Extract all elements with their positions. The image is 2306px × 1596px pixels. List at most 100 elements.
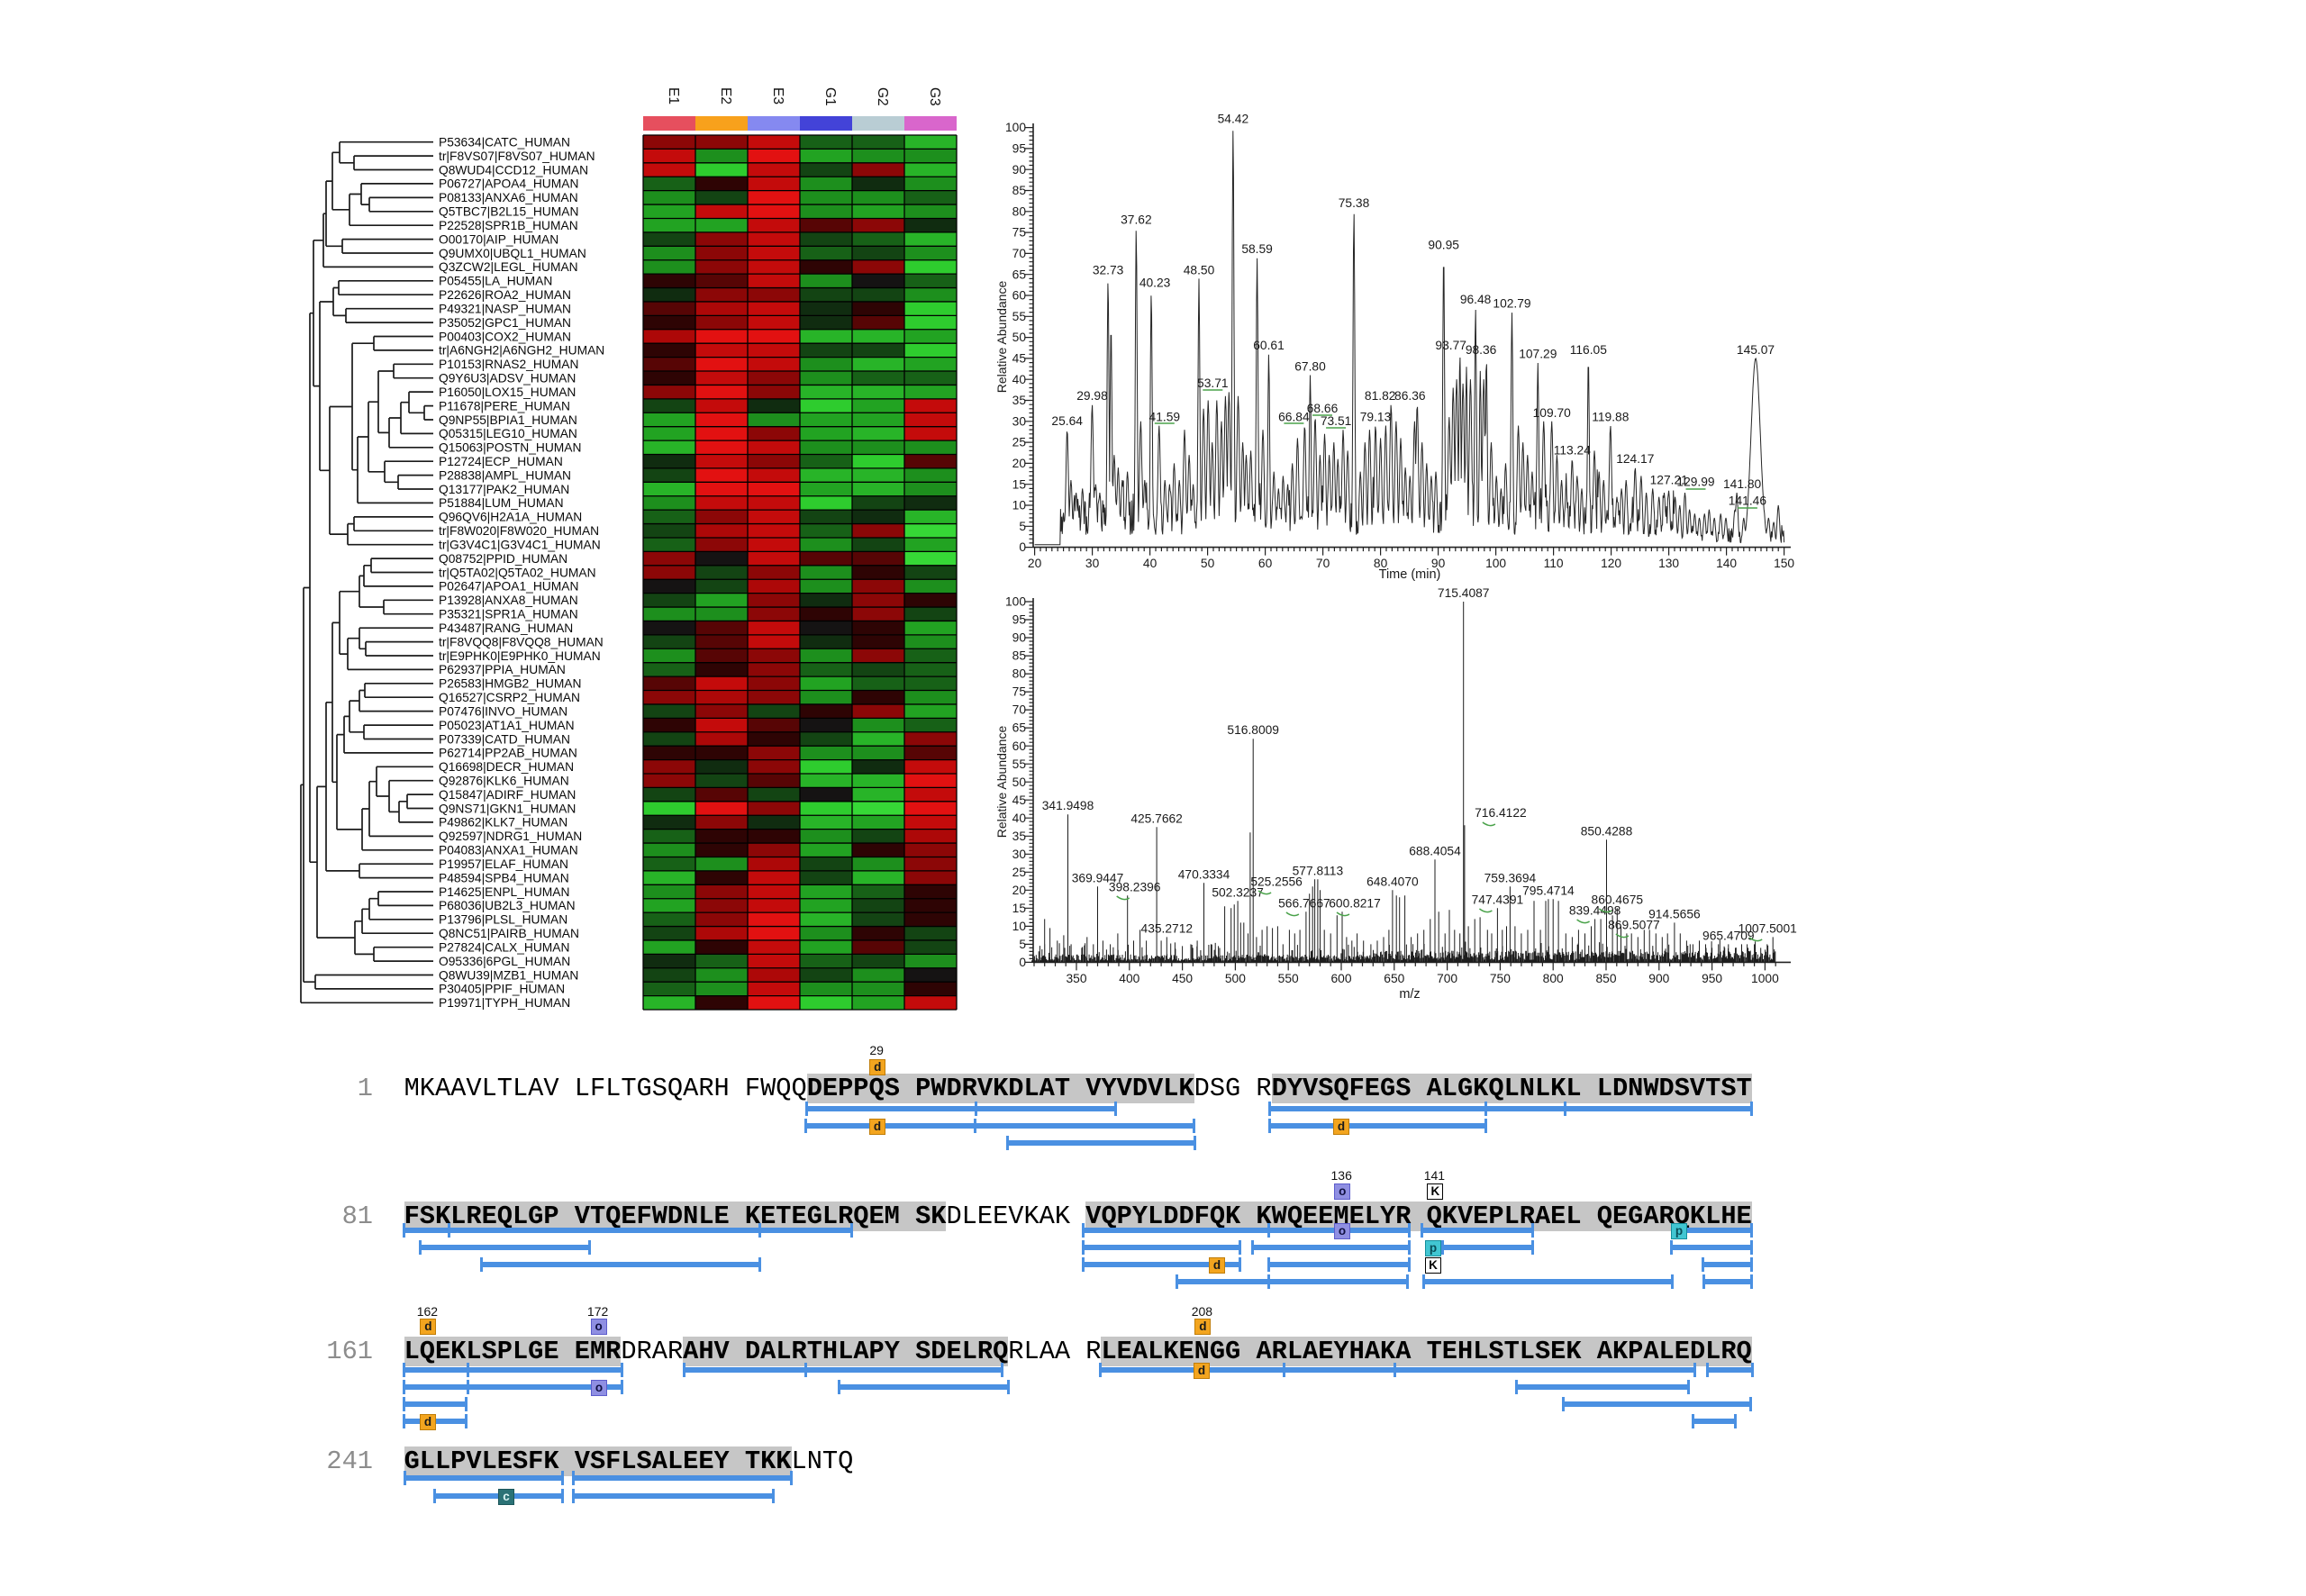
svg-text:550: 550 [1278, 972, 1299, 985]
svg-text:P53634|CATC_HUMAN: P53634|CATC_HUMAN [439, 136, 570, 150]
svg-text:577.8113: 577.8113 [1293, 864, 1344, 877]
svg-text:20: 20 [1012, 457, 1027, 470]
svg-text:715.4087: 715.4087 [1438, 586, 1490, 600]
svg-text:747.4391: 747.4391 [1472, 893, 1524, 906]
svg-text:P68036|UB2L3_HUMAN: P68036|UB2L3_HUMAN [439, 899, 576, 912]
svg-text:75.38: 75.38 [1339, 196, 1370, 210]
svg-text:93.77: 93.77 [1435, 339, 1466, 352]
svg-text:tr|G3V4C1|G3V4C1_HUMAN: tr|G3V4C1|G3V4C1_HUMAN [439, 539, 601, 552]
svg-text:759.3694: 759.3694 [1484, 871, 1537, 884]
svg-text:20: 20 [1028, 557, 1042, 570]
svg-text:525.2556: 525.2556 [1250, 875, 1303, 888]
svg-text:688.4054: 688.4054 [1409, 844, 1461, 857]
svg-text:Q8WUD4|CCD12_HUMAN: Q8WUD4|CCD12_HUMAN [439, 163, 588, 177]
svg-text:65: 65 [1012, 268, 1027, 281]
svg-text:Q9NS71|GKN1_HUMAN: Q9NS71|GKN1_HUMAN [439, 802, 576, 815]
svg-text:35: 35 [1012, 830, 1027, 843]
svg-text:100: 100 [1485, 557, 1506, 570]
svg-text:914.5656: 914.5656 [1648, 907, 1701, 920]
svg-text:P62937|PPIA_HUMAN: P62937|PPIA_HUMAN [439, 663, 566, 676]
svg-text:95: 95 [1012, 613, 1027, 627]
svg-text:850: 850 [1595, 972, 1616, 985]
svg-text:124.17: 124.17 [1616, 452, 1654, 466]
svg-text:30: 30 [1012, 848, 1027, 861]
svg-text:P13796|PLSL_HUMAN: P13796|PLSL_HUMAN [439, 913, 567, 927]
svg-text:G2: G2 [875, 87, 890, 106]
svg-text:68.66: 68.66 [1307, 402, 1339, 415]
svg-text:650: 650 [1384, 972, 1404, 985]
svg-text:P43487|RANG_HUMAN: P43487|RANG_HUMAN [439, 621, 573, 635]
svg-text:500: 500 [1225, 972, 1246, 985]
svg-text:41.59: 41.59 [1149, 411, 1181, 424]
svg-text:G3: G3 [927, 87, 942, 106]
svg-text:P04083|ANXA1_HUMAN: P04083|ANXA1_HUMAN [439, 844, 578, 857]
svg-text:341.9498: 341.9498 [1042, 799, 1094, 812]
svg-text:839.4498: 839.4498 [1569, 903, 1621, 917]
svg-text:45: 45 [1012, 793, 1027, 807]
svg-text:P07476|INVO_HUMAN: P07476|INVO_HUMAN [439, 704, 567, 718]
svg-text:tr|F8VS07|F8VS07_HUMAN: tr|F8VS07|F8VS07_HUMAN [439, 150, 595, 163]
svg-text:Q8NC51|PAIRB_HUMAN: Q8NC51|PAIRB_HUMAN [439, 927, 579, 940]
svg-text:85: 85 [1012, 649, 1027, 663]
svg-text:470.3334: 470.3334 [1178, 867, 1230, 881]
svg-text:398.2396: 398.2396 [1109, 880, 1161, 893]
svg-text:95: 95 [1012, 142, 1027, 156]
svg-text:700: 700 [1437, 972, 1457, 985]
svg-text:37.62: 37.62 [1121, 213, 1152, 226]
svg-text:90: 90 [1012, 631, 1027, 645]
svg-text:E2: E2 [718, 87, 733, 104]
svg-text:150: 150 [1774, 557, 1794, 570]
svg-text:100: 100 [1005, 595, 1026, 609]
svg-text:P13928|ANXA8_HUMAN: P13928|ANXA8_HUMAN [439, 594, 578, 607]
svg-text:G1: G1 [822, 87, 838, 106]
svg-text:P22626|ROA2_HUMAN: P22626|ROA2_HUMAN [439, 288, 571, 302]
svg-text:65: 65 [1012, 721, 1027, 735]
svg-text:48.50: 48.50 [1184, 263, 1215, 277]
svg-text:516.8009: 516.8009 [1227, 723, 1279, 737]
svg-text:E1: E1 [666, 87, 681, 104]
svg-text:400: 400 [1119, 972, 1139, 985]
svg-text:85: 85 [1012, 184, 1027, 197]
svg-text:90.95: 90.95 [1428, 238, 1459, 251]
svg-text:141.80: 141.80 [1723, 477, 1762, 491]
svg-text:Q3ZCW2|LEGL_HUMAN: Q3ZCW2|LEGL_HUMAN [439, 260, 578, 274]
svg-text:Time (min): Time (min) [1379, 567, 1441, 582]
svg-text:5: 5 [1019, 938, 1026, 951]
svg-text:m/z: m/z [1399, 987, 1420, 1002]
svg-text:120: 120 [1601, 557, 1621, 570]
svg-text:54.42: 54.42 [1218, 113, 1249, 126]
svg-text:96.48: 96.48 [1460, 293, 1492, 306]
svg-text:Q16527|CSRP2_HUMAN: Q16527|CSRP2_HUMAN [439, 691, 580, 704]
svg-text:P49321|NASP_HUMAN: P49321|NASP_HUMAN [439, 303, 571, 316]
svg-text:Q15847|ADIRF_HUMAN: Q15847|ADIRF_HUMAN [439, 788, 576, 802]
svg-text:32.73: 32.73 [1093, 263, 1124, 277]
svg-text:900: 900 [1648, 972, 1669, 985]
svg-text:P10153|RNAS2_HUMAN: P10153|RNAS2_HUMAN [439, 358, 578, 371]
svg-text:Q08752|PPID_HUMAN: Q08752|PPID_HUMAN [439, 552, 567, 566]
svg-text:60: 60 [1012, 739, 1027, 753]
svg-text:113.24: 113.24 [1554, 444, 1592, 458]
svg-text:86.36: 86.36 [1394, 389, 1426, 403]
svg-text:0: 0 [1019, 540, 1026, 554]
svg-text:P05455|LA_HUMAN: P05455|LA_HUMAN [439, 275, 552, 288]
svg-text:40: 40 [1012, 373, 1027, 386]
svg-text:10: 10 [1012, 499, 1027, 512]
svg-text:81.82: 81.82 [1365, 389, 1396, 403]
svg-text:119.88: 119.88 [1592, 411, 1630, 424]
svg-text:E3: E3 [770, 87, 785, 104]
svg-text:tr|E9PHK0|E9PHK0_HUMAN: tr|E9PHK0|E9PHK0_HUMAN [439, 649, 601, 663]
svg-text:Q92597|NDRG1_HUMAN: Q92597|NDRG1_HUMAN [439, 830, 582, 843]
svg-text:P19971|TYPH_HUMAN: P19971|TYPH_HUMAN [439, 996, 570, 1010]
svg-text:35: 35 [1012, 394, 1027, 407]
svg-text:102.79: 102.79 [1493, 297, 1531, 311]
svg-text:30: 30 [1085, 557, 1100, 570]
svg-text:45: 45 [1012, 352, 1027, 366]
svg-text:600.8217: 600.8217 [1329, 896, 1381, 910]
svg-text:P14625|ENPL_HUMAN: P14625|ENPL_HUMAN [439, 885, 569, 899]
svg-text:30: 30 [1012, 414, 1027, 428]
svg-text:Q16698|DECR_HUMAN: Q16698|DECR_HUMAN [439, 760, 574, 774]
svg-text:750: 750 [1490, 972, 1511, 985]
svg-text:109.70: 109.70 [1533, 406, 1572, 420]
svg-text:90: 90 [1431, 557, 1446, 570]
svg-text:O95336|6PGL_HUMAN: O95336|6PGL_HUMAN [439, 955, 570, 968]
